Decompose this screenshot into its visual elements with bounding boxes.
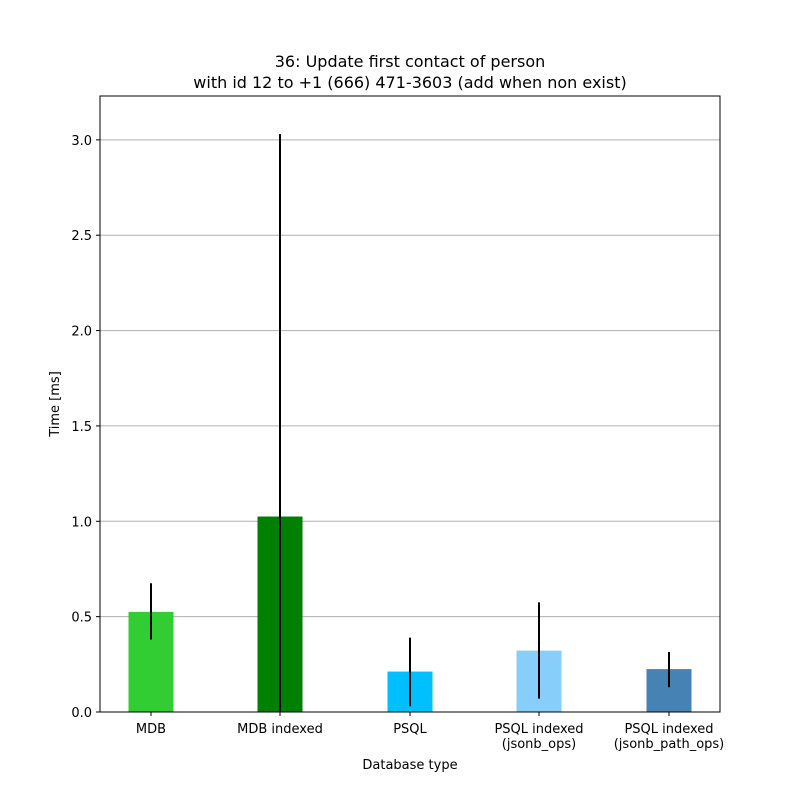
y-axis-ticks: 0.0 0.5 1.0 1.5 2.0 2.5 3.0 [71, 134, 100, 721]
y-tick-label: 2.0 [71, 325, 92, 340]
x-axis-label: Database type [362, 758, 457, 773]
error-bars [150, 134, 670, 712]
y-tick-label: 0.0 [71, 706, 92, 721]
chart-title-line-1: 36: Update first contact of person [275, 52, 546, 71]
grid-lines [100, 139, 720, 618]
x-tick-label: PSQL indexed [624, 722, 713, 737]
x-tick-label: PSQL [393, 722, 427, 737]
x-tick-label: PSQL indexed [494, 722, 583, 737]
x-axis-ticks: MDB MDB indexed PSQL PSQL indexed(jsonb_ops… [136, 712, 724, 752]
y-tick-label: 0.5 [71, 611, 92, 626]
y-axis-label: Time [ms] [48, 371, 63, 438]
plot-frame [99, 95, 721, 713]
y-tick-label: 1.0 [71, 515, 92, 530]
x-tick-label: (jsonb_path_ops) [614, 737, 725, 752]
x-tick-label: MDB [136, 722, 166, 737]
y-tick-label: 3.0 [71, 134, 92, 149]
x-tick-label: (jsonb_ops) [502, 737, 576, 752]
y-tick-label: 2.5 [71, 229, 92, 244]
x-tick-label: MDB indexed [237, 722, 323, 737]
chart-title-line-2: with id 12 to +1 (666) 471-3603 (add whe… [193, 73, 626, 92]
y-tick-label: 1.5 [71, 420, 92, 435]
